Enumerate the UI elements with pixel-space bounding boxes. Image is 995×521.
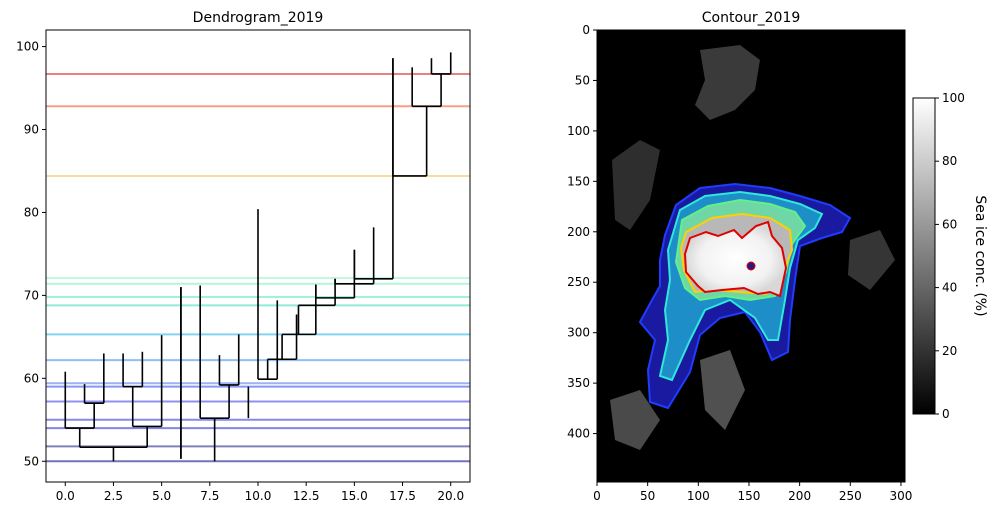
dendro-xtick-label-5: 12.5 xyxy=(293,489,320,503)
map-ytick-label-4: 200 xyxy=(567,225,590,239)
colorbar-tick-label-3: 60 xyxy=(942,217,957,231)
map-xtick-label-4: 200 xyxy=(788,489,811,503)
colorbar-label: Sea ice conc. (%) xyxy=(972,195,988,316)
map-ytick-label-8: 400 xyxy=(567,427,590,441)
dendrogram-panel: Dendrogram_2019 0.0 2.5 5.0 7.5 10.0 12.5 15.0… xyxy=(16,10,471,503)
contour-y-ticks: 0 50 100 150 200 250 300 350 400 xyxy=(567,23,597,441)
map-ytick-label-0: 0 xyxy=(582,23,590,37)
colorbar-tick-label-4: 80 xyxy=(942,154,957,168)
grey-patch-bottom xyxy=(700,350,745,430)
contour-red xyxy=(683,220,788,298)
colorbar-tick-label-1: 20 xyxy=(942,344,957,358)
grey-patch-lowleft xyxy=(610,390,660,450)
map-ytick-label-6: 300 xyxy=(567,326,590,340)
dendro-ytick-label-3: 80 xyxy=(24,205,39,219)
dendro-xtick-label-8: 20.0 xyxy=(437,489,464,503)
map-xtick-label-5: 250 xyxy=(839,489,862,503)
contour-x-ticks: 0 50 100 150 200 250 300 xyxy=(593,482,912,503)
colorbar: 0 20 40 60 80 100 Sea ice conc. (%) xyxy=(912,91,988,421)
dendro-xtick-label-3: 7.5 xyxy=(200,489,219,503)
map-xtick-label-6: 300 xyxy=(889,489,912,503)
dendro-xtick-label-6: 15.0 xyxy=(341,489,368,503)
dendro-ytick-label-0: 50 xyxy=(24,454,39,468)
dendro-xtick-label-1: 2.5 xyxy=(104,489,123,503)
contour-title: Contour_2019 xyxy=(702,10,801,26)
dendro-xtick-label-2: 5.0 xyxy=(152,489,171,503)
colorbar-tick-label-2: 40 xyxy=(942,281,957,295)
grey-patch-upper xyxy=(695,45,760,120)
map-ytick-label-1: 50 xyxy=(575,73,590,87)
dendro-ytick-label-5: 100 xyxy=(16,40,39,54)
dendrogram-y-ticks: 50 60 70 80 90 100 xyxy=(16,40,46,468)
map-xtick-label-2: 100 xyxy=(687,489,710,503)
dendrogram-title: Dendrogram_2019 xyxy=(193,10,324,26)
map-ytick-label-2: 100 xyxy=(567,124,590,138)
contour-panel: Contour_2019 0 50 100 150 200 250 300 05010015… xyxy=(567,10,988,503)
grey-patch-right xyxy=(848,230,895,290)
dendrogram-tree xyxy=(64,52,452,462)
map-xtick-label-0: 0 xyxy=(593,489,601,503)
dendro-xtick-label-4: 10.0 xyxy=(245,489,272,503)
grey-patch-left xyxy=(612,140,660,230)
map-ytick-label-7: 350 xyxy=(567,376,590,390)
pole-hole xyxy=(746,261,756,271)
colorbar-gradient xyxy=(912,97,936,415)
map-xtick-label-3: 150 xyxy=(738,489,761,503)
map-xtick-label-1: 50 xyxy=(640,489,655,503)
map-ytick-label-3: 150 xyxy=(567,174,590,188)
colorbar-ticks: 0 20 40 60 80 100 xyxy=(935,91,965,421)
dendro-ytick-label-2: 70 xyxy=(24,288,39,302)
map-ytick-label-5: 250 xyxy=(567,275,590,289)
dendro-xtick-label-0: 0.0 xyxy=(56,489,75,503)
dendro-ytick-label-1: 60 xyxy=(24,371,39,385)
dendro-xtick-label-7: 17.5 xyxy=(389,489,416,503)
dendro-ytick-label-4: 90 xyxy=(24,123,39,137)
dendrogram-x-ticks: 0.0 2.5 5.0 7.5 10.0 12.5 15.0 17.5 20.0 xyxy=(56,482,464,503)
colorbar-tick-label-5: 100 xyxy=(942,91,965,105)
colorbar-tick-label-0: 0 xyxy=(942,407,950,421)
sea-ice-map xyxy=(597,30,905,482)
